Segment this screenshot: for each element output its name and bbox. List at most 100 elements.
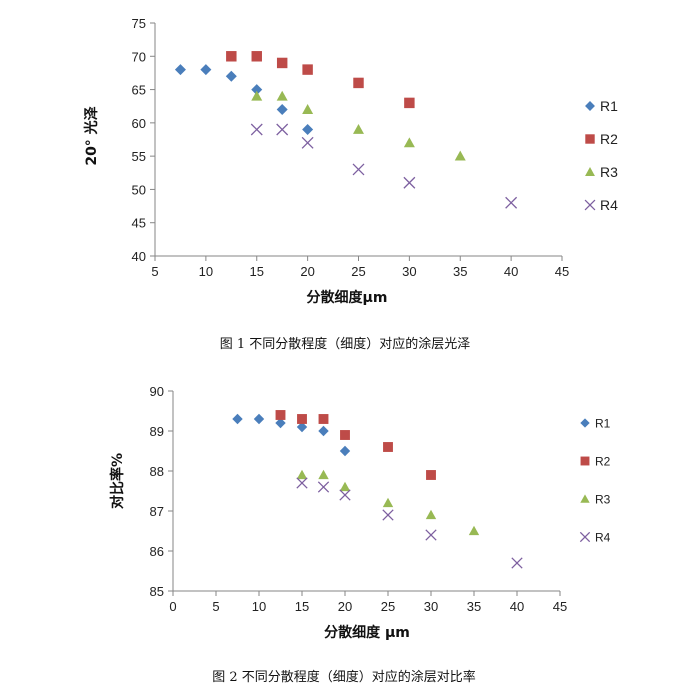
x-tick-label: 15 — [250, 264, 264, 279]
x-tick-label: 35 — [453, 264, 467, 279]
chart1-caption: 图 1 不同分散程度（细度）对应的涂层光泽 — [220, 336, 471, 352]
series-r1-point-1 — [200, 64, 212, 76]
series-r2-point-3 — [302, 64, 313, 75]
y-tick-label: 50 — [132, 182, 146, 197]
x-tick-label: 45 — [555, 264, 569, 279]
chart1-y-ticks: 40 45 50 55 60 65 70 75 — [132, 16, 155, 264]
series-r1-point-2 — [225, 70, 237, 82]
y-tick-label: 87 — [150, 504, 164, 519]
series-r4-point-5 — [511, 557, 523, 569]
series-r1-point-4 — [276, 104, 288, 116]
y-tick-label: 90 — [150, 384, 164, 399]
x-tick-label: 30 — [424, 599, 438, 614]
legend-label-r2: R2 — [595, 454, 611, 468]
series-r1-point-1 — [253, 413, 265, 425]
legend-r4-legend-marker — [584, 199, 596, 211]
y-tick-label: 60 — [132, 116, 146, 131]
x-tick-label: 10 — [199, 264, 213, 279]
x-tick-label: 20 — [338, 599, 352, 614]
legend-r1-legend-marker — [585, 101, 595, 111]
x-tick-label: 35 — [467, 599, 481, 614]
chart2-caption: 图 2 不同分散程度（细度）对应的涂层对比率 — [212, 669, 476, 685]
x-tick-label: 45 — [553, 599, 567, 614]
y-tick-label: 75 — [132, 16, 146, 31]
series-r4-point-3 — [352, 163, 365, 176]
series-r1-point-5 — [339, 445, 351, 457]
series-r4-point-1 — [276, 123, 289, 136]
chart2-marks — [232, 410, 523, 569]
legend-label-r3: R3 — [600, 164, 618, 180]
series-r2-point-4 — [353, 77, 364, 89]
x-tick-label: 20 — [300, 264, 314, 279]
x-tick-label: 15 — [295, 599, 309, 614]
series-r4-point-2 — [301, 136, 314, 149]
chart1-legend: R1 R2 R3 R4 — [584, 98, 618, 213]
x-tick-label: 5 — [151, 264, 158, 279]
series-r3-point-1 — [276, 90, 288, 101]
series-r2-point-1 — [297, 414, 307, 424]
series-r1-point-5 — [302, 124, 314, 136]
series-r2-point-2 — [318, 414, 329, 424]
series-r3-point-5 — [468, 525, 480, 536]
legend-label-r1: R1 — [595, 416, 611, 430]
chart1-marks — [174, 51, 518, 209]
legend-r3-legend-marker — [585, 167, 595, 176]
series-r4-point-0 — [296, 477, 308, 489]
y-tick-label: 70 — [132, 49, 146, 64]
chart2-legend: R1 R2 R3 R4 — [579, 416, 611, 544]
x-tick-label: 25 — [381, 599, 395, 614]
series-r3-point-0 — [251, 90, 263, 101]
series-r4-point-3 — [382, 509, 394, 521]
series-r1-point-3 — [296, 421, 308, 433]
series-r1-point-0 — [174, 64, 186, 76]
chart2-y-axis-title: 对比率% — [109, 453, 126, 509]
legend-r1-legend-marker — [580, 418, 590, 428]
chart1-x-axis-title: 分散细度μm — [307, 289, 388, 306]
series-r3-point-2 — [339, 481, 351, 492]
x-tick-label: 10 — [252, 599, 266, 614]
y-tick-label: 88 — [150, 464, 164, 479]
legend-label-r3: R3 — [595, 492, 611, 506]
legend-r3-legend-marker — [580, 494, 590, 503]
chart1-x-ticks: 5 10 15 20 25 30 35 40 45 — [151, 256, 569, 279]
series-r4-point-4 — [425, 529, 437, 541]
series-r2-point-5 — [426, 470, 436, 480]
y-tick-label: 55 — [132, 149, 146, 164]
chart2-x-ticks: 0 5 10 15 20 25 30 35 40 45 — [169, 591, 567, 614]
legend-r4-legend-marker — [579, 531, 591, 543]
series-r2-point-4 — [383, 442, 393, 452]
chart2-x-axis-title: 分散细度 μm — [324, 624, 410, 641]
legend-label-r2: R2 — [600, 131, 618, 147]
y-tick-label: 65 — [132, 83, 146, 98]
x-tick-label: 40 — [510, 599, 524, 614]
series-r1-point-3 — [251, 84, 263, 96]
x-tick-label: 25 — [351, 264, 365, 279]
series-r3-point-1 — [318, 469, 329, 480]
series-r3-point-4 — [425, 509, 437, 520]
series-r4-point-4 — [403, 176, 416, 189]
series-r3-point-5 — [454, 150, 466, 161]
contrast-ratio-chart: 85 86 87 88 89 90 0 5 10 15 20 25 30 35 40 45 R1 R2 R3 R4… — [109, 384, 611, 685]
series-r2-point-2 — [276, 57, 288, 69]
series-r4-point-5 — [505, 196, 518, 209]
y-tick-label: 45 — [132, 216, 146, 231]
series-r2-point-0 — [226, 51, 237, 62]
series-r3-point-0 — [296, 469, 308, 480]
chart1-y-axis-title: 20° 光泽 — [83, 106, 100, 165]
y-tick-label: 86 — [150, 544, 164, 559]
x-tick-label: 5 — [212, 599, 219, 614]
series-r1-point-0 — [232, 413, 243, 425]
series-r2-point-1 — [251, 51, 262, 62]
series-r2-point-5 — [404, 97, 415, 109]
x-tick-label: 40 — [504, 264, 518, 279]
series-r3-point-3 — [382, 497, 394, 508]
series-r4-point-1 — [317, 481, 330, 493]
series-r3-point-4 — [403, 137, 415, 148]
chart2-y-ticks: 85 86 87 88 89 90 — [150, 384, 173, 599]
y-tick-label: 40 — [132, 249, 146, 264]
y-tick-label: 85 — [150, 584, 164, 599]
series-r3-point-3 — [353, 124, 364, 134]
series-r4-point-0 — [250, 123, 263, 136]
